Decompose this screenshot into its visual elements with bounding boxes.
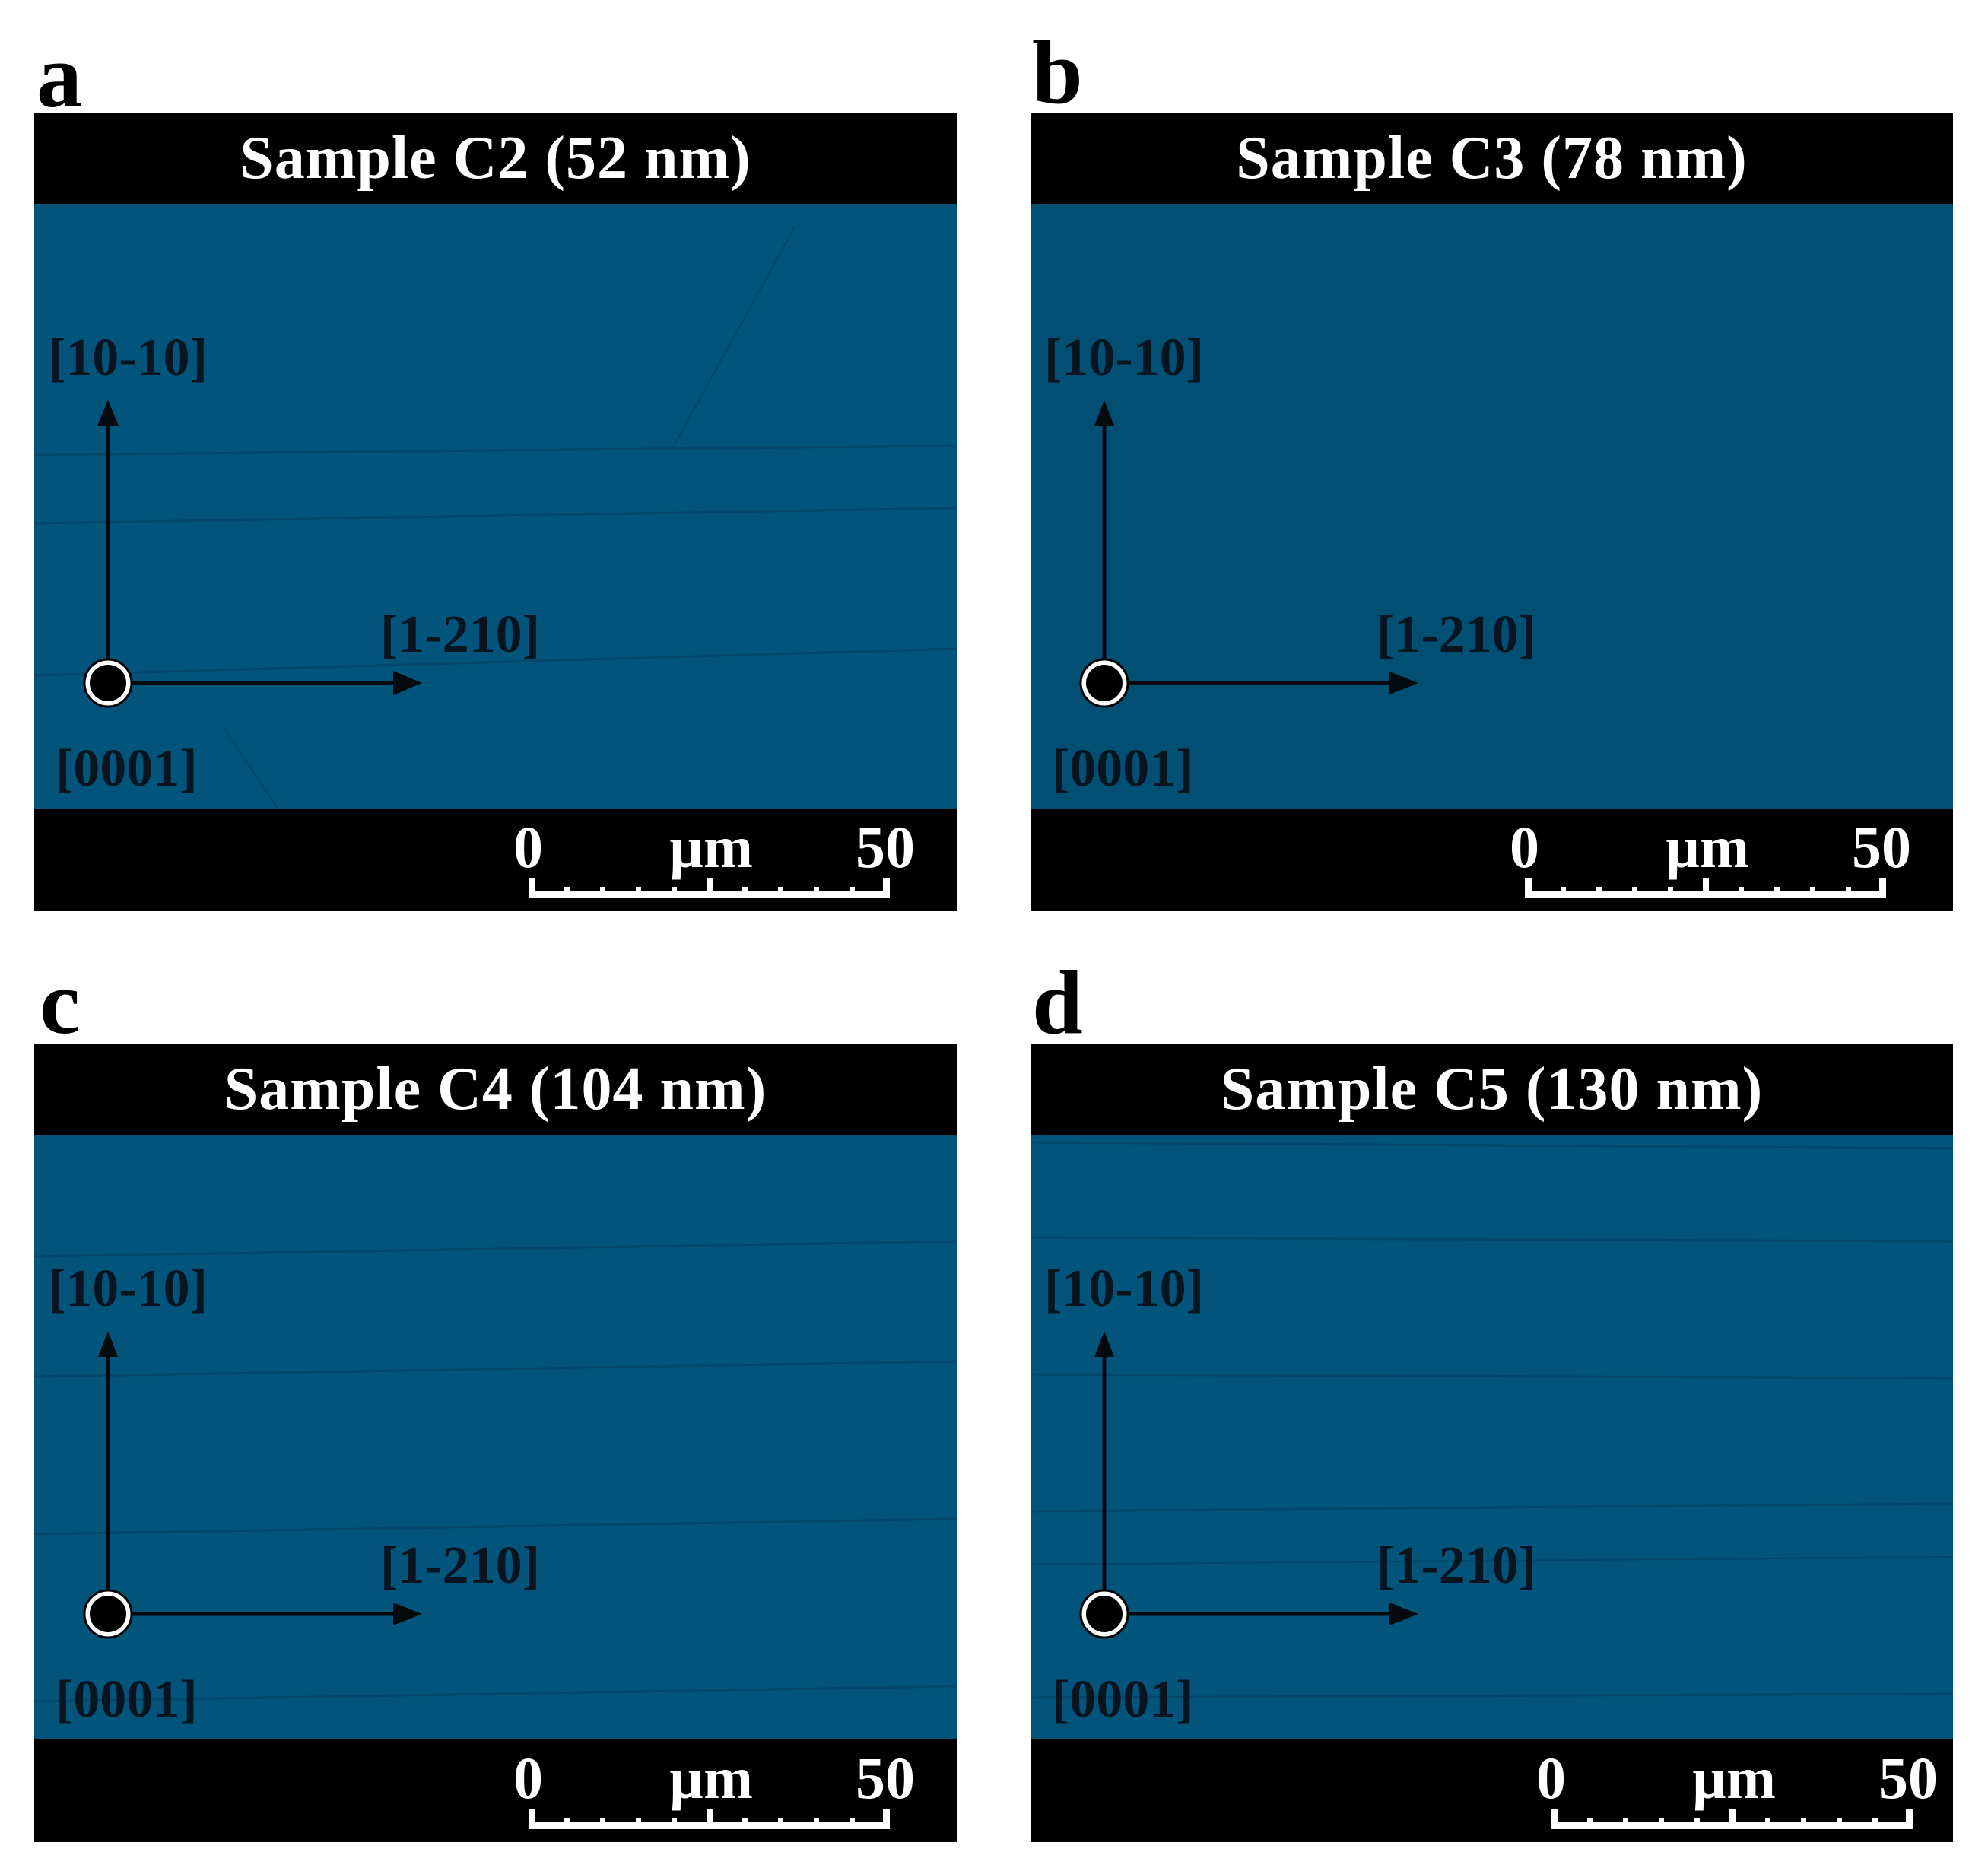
scale-bar-start: 0 bbox=[1536, 1745, 1566, 1811]
scale-bar-end: 50 bbox=[856, 814, 915, 880]
panel-title: Sample C3 (78 nm) bbox=[1236, 124, 1748, 192]
panel-title: Sample C4 (104 nm) bbox=[224, 1055, 767, 1123]
micrograph: [10-10] [1-210] [0001] bbox=[34, 1135, 957, 1739]
scale-bar-ruler bbox=[529, 878, 890, 898]
crystal-axes bbox=[83, 1331, 422, 1639]
scale-bar-end: 50 bbox=[1878, 1745, 1938, 1811]
axis-label-vertical: [10-10] bbox=[48, 329, 208, 387]
axis-label-horizontal: [1-210] bbox=[380, 1536, 540, 1595]
scale-bar-unit: µm bbox=[1666, 814, 1749, 880]
panel-a: Sample C2 (52 nm) [10-10] [1-210] [0001]… bbox=[34, 113, 957, 911]
micrograph: [10-10] [1-210] [0001] bbox=[34, 204, 957, 809]
micrograph: [10-10] [1-210] [0001] bbox=[1031, 1135, 1953, 1739]
step-lines bbox=[1031, 1141, 1953, 1699]
axis-label-vertical: [10-10] bbox=[1044, 329, 1204, 387]
panel-letter-d: d bbox=[1032, 951, 1083, 1053]
micrograph: [10-10] [1-210] [0001] bbox=[1031, 204, 1953, 809]
axis-label-horizontal: [1-210] bbox=[1377, 1536, 1536, 1595]
scale-bar: 0 µm 50 bbox=[34, 1739, 957, 1842]
panel-title: Sample C5 (130 nm) bbox=[1220, 1055, 1764, 1123]
axis-label-vertical: [10-10] bbox=[1044, 1260, 1204, 1318]
panel-letter-b: b bbox=[1032, 21, 1083, 122]
scale-bar-unit: µm bbox=[669, 814, 753, 880]
axis-label-horizontal: [1-210] bbox=[1377, 605, 1536, 664]
axis-label-horizontal: [1-210] bbox=[380, 605, 540, 664]
crystal-axes bbox=[1079, 400, 1418, 708]
panel-letter-a: a bbox=[37, 25, 82, 126]
scale-bar: 0 µm 50 bbox=[34, 809, 957, 911]
panel-c: Sample C4 (104 nm) [10-10] [1-210] [0001… bbox=[34, 1044, 957, 1842]
step-lines bbox=[34, 1240, 957, 1703]
panel-title: Sample C2 (52 nm) bbox=[240, 124, 751, 192]
axis-label-vertical: [10-10] bbox=[48, 1260, 208, 1318]
scale-bar-ruler bbox=[1525, 878, 1886, 898]
scale-bar-ruler bbox=[529, 1809, 890, 1829]
scale-bar-start: 0 bbox=[1510, 814, 1539, 880]
crystal-axes bbox=[83, 400, 422, 708]
scale-bar: 0 µm 50 bbox=[1031, 1739, 1953, 1842]
panel-b: Sample C3 (78 nm) [10-10] [1-210] [0001]… bbox=[1031, 113, 1953, 911]
axis-label-out-of-plane: [0001] bbox=[56, 739, 198, 798]
scale-bar-ruler bbox=[1551, 1809, 1913, 1829]
scale-bar-end: 50 bbox=[1852, 814, 1911, 880]
scale-bar-unit: µm bbox=[669, 1745, 753, 1811]
scale-bar-start: 0 bbox=[513, 1745, 543, 1811]
step-lines bbox=[34, 226, 957, 809]
scale-bar-unit: µm bbox=[1692, 1745, 1776, 1811]
axis-label-out-of-plane: [0001] bbox=[1052, 739, 1194, 798]
axis-label-out-of-plane: [0001] bbox=[1052, 1670, 1194, 1729]
crystal-axes bbox=[1079, 1331, 1418, 1639]
axis-label-out-of-plane: [0001] bbox=[56, 1670, 198, 1729]
scale-bar: 0 µm 50 bbox=[1031, 809, 1953, 911]
panel-letter-c: c bbox=[40, 951, 81, 1053]
scale-bar-start: 0 bbox=[513, 814, 543, 880]
scale-bar-end: 50 bbox=[856, 1745, 915, 1811]
panel-d: Sample C5 (130 nm) [10-10] [1-210] [0001… bbox=[1031, 1044, 1953, 1842]
